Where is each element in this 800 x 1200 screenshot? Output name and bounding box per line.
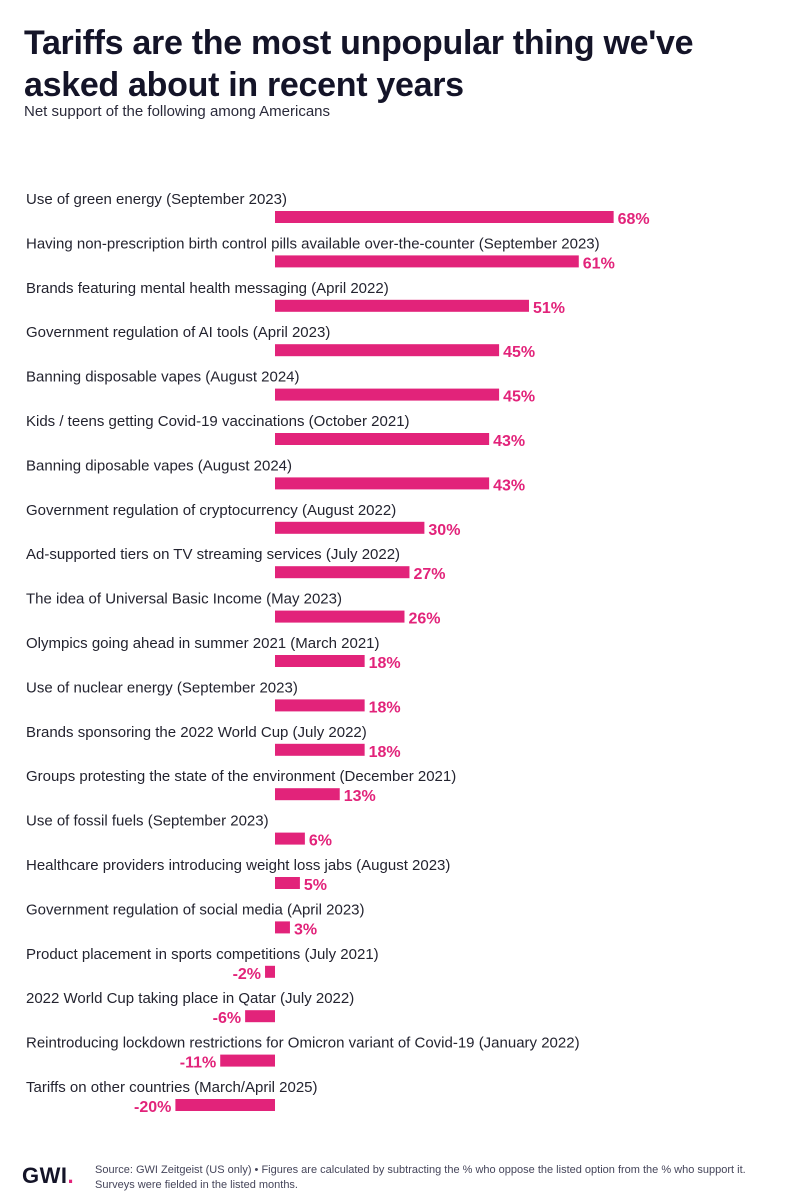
bar bbox=[275, 255, 579, 268]
category-label: Brands featuring mental health messaging… bbox=[26, 280, 389, 297]
bar bbox=[275, 699, 365, 712]
value-label: 45% bbox=[503, 389, 535, 406]
category-label: 2022 World Cup taking place in Qatar (Ju… bbox=[26, 990, 354, 1007]
category-label: Groups protesting the state of the envir… bbox=[26, 768, 456, 785]
value-label: 27% bbox=[413, 566, 445, 583]
category-label: Banning disposable vapes (August 2024) bbox=[26, 369, 300, 386]
category-label: Olympics going ahead in summer 2021 (Mar… bbox=[26, 635, 380, 652]
category-label: Kids / teens getting Covid-19 vaccinatio… bbox=[26, 413, 410, 430]
chart-subtitle: Net support of the following among Ameri… bbox=[24, 103, 330, 120]
bar bbox=[265, 965, 275, 978]
bar bbox=[275, 832, 305, 845]
value-label: 51% bbox=[533, 300, 565, 317]
bar bbox=[275, 566, 410, 579]
category-label: Reintroducing lockdown restrictions for … bbox=[26, 1035, 580, 1052]
value-label: 43% bbox=[493, 433, 525, 450]
bar bbox=[275, 743, 365, 756]
bar bbox=[275, 211, 614, 223]
bar bbox=[175, 1099, 275, 1111]
bar bbox=[275, 388, 500, 401]
bar bbox=[275, 477, 490, 490]
bar bbox=[275, 877, 300, 889]
value-label: -20% bbox=[134, 1099, 171, 1116]
category-label: Use of nuclear energy (September 2023) bbox=[26, 679, 298, 696]
value-label: 61% bbox=[583, 255, 615, 272]
category-label: Brands sponsoring the 2022 World Cup (Ju… bbox=[26, 724, 367, 741]
category-label: Having non-prescription birth control pi… bbox=[26, 235, 600, 252]
value-label: 13% bbox=[344, 788, 376, 805]
bar bbox=[275, 344, 500, 357]
value-label: 18% bbox=[369, 699, 401, 716]
category-label: Banning diposable vapes (August 2024) bbox=[26, 457, 292, 474]
category-label: Healthcare providers introducing weight … bbox=[26, 857, 450, 874]
bar bbox=[275, 788, 340, 801]
bar bbox=[275, 521, 425, 534]
value-label: 18% bbox=[369, 744, 401, 761]
bar-chart: Use of green energy (September 2023) 68% H… bbox=[26, 191, 650, 1116]
bar bbox=[275, 299, 529, 312]
category-label: Ad-supported tiers on TV streaming servi… bbox=[26, 546, 400, 563]
value-label: -6% bbox=[213, 1010, 241, 1027]
chart-title: Tariffs are the most unpopular thing we'… bbox=[24, 24, 694, 104]
bar bbox=[275, 610, 405, 623]
category-label: Government regulation of AI tools (April… bbox=[26, 324, 330, 341]
value-label: 26% bbox=[408, 611, 440, 628]
bar bbox=[275, 433, 490, 445]
bar bbox=[245, 1010, 275, 1023]
category-label: Use of green energy (September 2023) bbox=[26, 191, 287, 208]
category-label: Government regulation of social media (A… bbox=[26, 901, 365, 918]
bar bbox=[275, 921, 290, 934]
source-note: Source: GWI Zeitgeist (US only) • Figure… bbox=[95, 1164, 746, 1191]
value-label: 30% bbox=[428, 522, 460, 539]
category-label: Tariffs on other countries (March/April … bbox=[26, 1079, 318, 1096]
category-label: Use of fossil fuels (September 2023) bbox=[26, 813, 269, 830]
value-label: 45% bbox=[503, 344, 535, 361]
value-label: 5% bbox=[304, 877, 327, 894]
value-label: 6% bbox=[309, 833, 332, 850]
gwi-logo: GWI. bbox=[22, 1163, 75, 1188]
value-label: 18% bbox=[369, 655, 401, 672]
value-label: 43% bbox=[493, 477, 525, 494]
value-label: -11% bbox=[180, 1055, 216, 1072]
value-label: 68% bbox=[618, 211, 650, 228]
value-label: -2% bbox=[233, 966, 261, 983]
category-label: Government regulation of cryptocurrency … bbox=[26, 502, 396, 519]
category-label: Product placement in sports competitions… bbox=[26, 946, 379, 963]
bar bbox=[275, 655, 365, 667]
category-label: The idea of Universal Basic Income (May … bbox=[26, 591, 342, 608]
bar bbox=[220, 1054, 275, 1067]
value-label: 3% bbox=[294, 921, 317, 938]
